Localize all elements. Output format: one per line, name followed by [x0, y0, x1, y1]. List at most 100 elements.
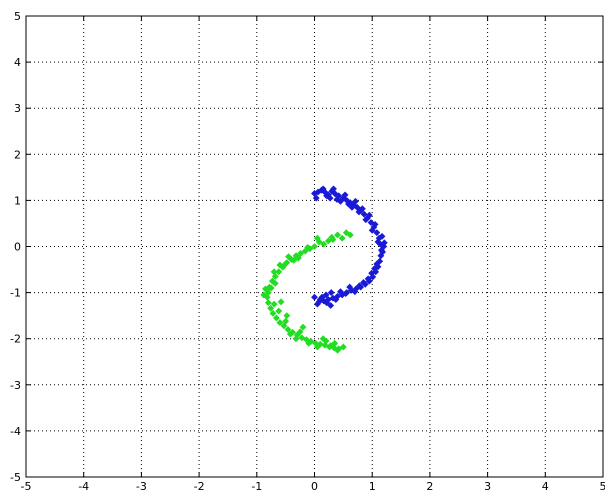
x-tick-label: -1 — [251, 480, 262, 493]
data-point — [277, 298, 285, 306]
data-point — [272, 314, 280, 322]
data-point — [305, 339, 313, 347]
data-point — [362, 216, 370, 224]
y-tick-label: -5 — [10, 471, 21, 484]
data-point — [368, 269, 376, 277]
data-point — [282, 317, 290, 325]
data-point — [313, 300, 321, 308]
data-point — [368, 226, 376, 234]
y-tick-label: 4 — [14, 56, 21, 69]
data-point — [332, 296, 340, 303]
data-point — [342, 229, 350, 237]
data-point — [316, 296, 324, 303]
x-tick-labels: -5 -4 -3 -2 -1 0 1 2 3 4 5 — [21, 480, 605, 493]
data-point — [294, 254, 302, 262]
data-point — [320, 240, 328, 248]
data-point — [269, 309, 277, 317]
data-point — [275, 307, 283, 315]
data-point — [358, 205, 366, 213]
data-point — [284, 326, 292, 333]
data-point — [271, 279, 279, 287]
data-point — [267, 304, 275, 312]
data-point — [334, 346, 342, 354]
y-tick-label: 3 — [14, 102, 21, 115]
data-point — [379, 248, 387, 256]
data-point — [378, 232, 386, 240]
data-point — [264, 299, 272, 307]
axis-ticks — [25, 15, 604, 478]
data-point — [326, 194, 334, 202]
data-point — [338, 234, 346, 242]
data-point — [319, 185, 327, 193]
data-point — [313, 343, 321, 351]
x-tick-label: 2 — [426, 480, 433, 493]
data-point — [276, 319, 284, 326]
data-point — [374, 238, 382, 246]
data-point — [319, 335, 327, 343]
data-point — [352, 197, 359, 205]
data-point — [373, 260, 381, 268]
data-point — [262, 285, 269, 293]
data-point — [311, 293, 318, 301]
data-point — [327, 289, 335, 297]
data-point — [339, 343, 347, 351]
data-point — [313, 234, 321, 242]
x-tick-label: -4 — [78, 480, 89, 493]
series-2 — [260, 229, 354, 354]
data-points — [260, 185, 388, 354]
data-point — [337, 197, 344, 205]
y-tick-label: 1 — [14, 194, 21, 207]
data-point — [327, 342, 335, 350]
data-point — [337, 288, 344, 296]
y-tick-labels: -5 -4 -3 -2 -1 0 1 2 3 4 5 — [10, 10, 21, 484]
data-point — [348, 203, 356, 211]
data-point — [304, 243, 312, 251]
data-point — [327, 302, 335, 309]
x-tick-label: 3 — [484, 480, 491, 493]
y-tick-label: -2 — [10, 333, 21, 346]
data-point — [312, 194, 320, 202]
data-point — [260, 291, 268, 299]
x-tick-label: 5 — [600, 480, 605, 493]
data-point — [298, 334, 306, 342]
data-point — [360, 279, 367, 286]
x-tick-label: 4 — [542, 480, 549, 493]
data-point — [322, 291, 330, 299]
data-point — [323, 299, 331, 307]
y-tick-label: -1 — [10, 287, 21, 300]
y-tick-label: -3 — [10, 379, 21, 392]
data-point — [299, 323, 307, 331]
y-tick-label: 2 — [14, 148, 21, 161]
data-point — [267, 284, 275, 292]
series-1 — [311, 185, 388, 309]
data-point — [341, 191, 349, 199]
y-tick-label: 5 — [14, 10, 21, 23]
data-point — [328, 233, 336, 241]
data-point — [373, 229, 381, 237]
data-point — [371, 265, 378, 273]
x-tick-label: 1 — [369, 480, 376, 493]
data-point — [275, 268, 283, 276]
data-point — [346, 283, 354, 291]
data-point — [356, 282, 363, 290]
data-point — [380, 239, 388, 247]
data-point — [270, 268, 278, 276]
data-point — [330, 185, 337, 193]
data-point — [365, 211, 373, 219]
data-point — [355, 208, 363, 216]
data-point — [283, 312, 291, 320]
data-point — [342, 290, 350, 297]
y-tick-label: 0 — [14, 241, 21, 254]
data-point — [351, 288, 359, 296]
data-point — [371, 220, 379, 228]
data-point — [297, 249, 305, 257]
x-tick-label: -2 — [194, 480, 205, 493]
data-point — [285, 253, 292, 261]
data-point — [296, 328, 304, 336]
x-tick-label: -3 — [136, 480, 147, 493]
y-tick-label: -4 — [10, 425, 21, 438]
x-tick-label: 0 — [311, 480, 318, 493]
data-point — [334, 231, 342, 239]
data-point — [281, 261, 288, 269]
